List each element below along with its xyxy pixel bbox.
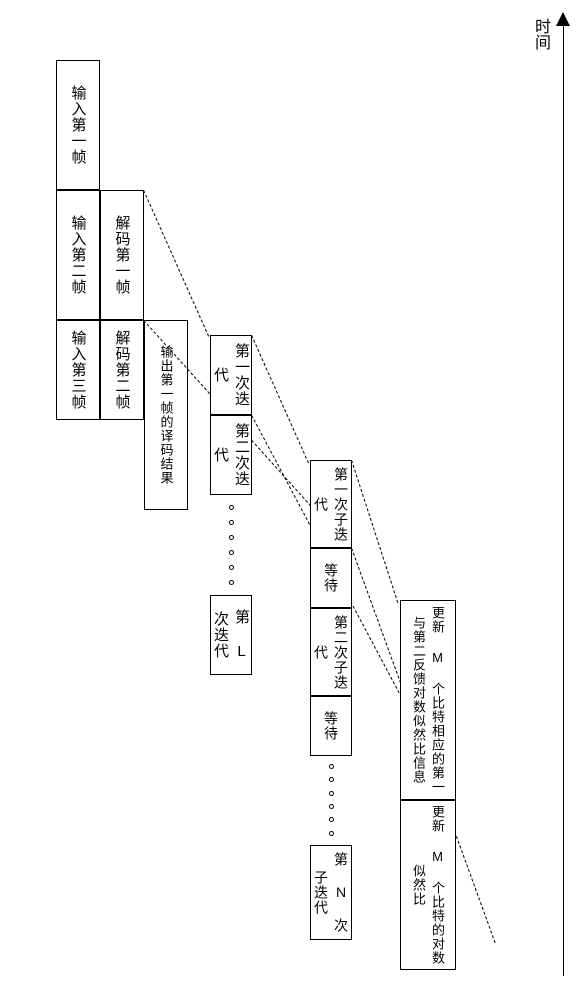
- pipe-decode-1: 解码第一帧: [100, 190, 144, 320]
- axis-line: [563, 24, 565, 976]
- iter-1: 第一次迭代: [210, 335, 252, 415]
- conn-1a: [143, 190, 209, 337]
- update-2: 更新 M 个比特的对数似然比: [400, 800, 456, 970]
- sub-dots: [322, 760, 340, 840]
- diagram: 时间 输入第一帧 输入第二帧 解码第一帧 输入第三帧 解码第二帧 输出第一帧的译…: [0, 0, 586, 1000]
- axis-arrow: [556, 12, 570, 26]
- conn-3a: [351, 460, 398, 603]
- iter-dots: [222, 500, 240, 590]
- sub-N: 第 N 次子迭代: [310, 845, 352, 940]
- sub-2: 第二次子迭代: [310, 608, 352, 696]
- sub-wait-2: 等待: [310, 696, 352, 756]
- iter-2: 第二次迭代: [210, 415, 252, 495]
- conn-2a: [251, 335, 309, 463]
- sub-1: 第一次子迭代: [310, 460, 352, 548]
- iter-L: 第 L 次迭代: [210, 595, 252, 675]
- update-1: 更新 M 个比特相应的第一与第二反馈对数似然比信息: [400, 600, 456, 800]
- pipe-output-1: 输出第一帧的译码结果: [144, 320, 188, 510]
- pipe-input-2: 输入第二帧: [56, 190, 100, 320]
- pipe-decode-2: 解码第二帧: [100, 320, 144, 420]
- pipe-input-3: 输入第三帧: [56, 320, 100, 420]
- sub-wait-1: 等待: [310, 548, 352, 608]
- axis-label-text: 时间: [528, 18, 552, 50]
- pipe-input-1: 输入第一帧: [56, 60, 100, 190]
